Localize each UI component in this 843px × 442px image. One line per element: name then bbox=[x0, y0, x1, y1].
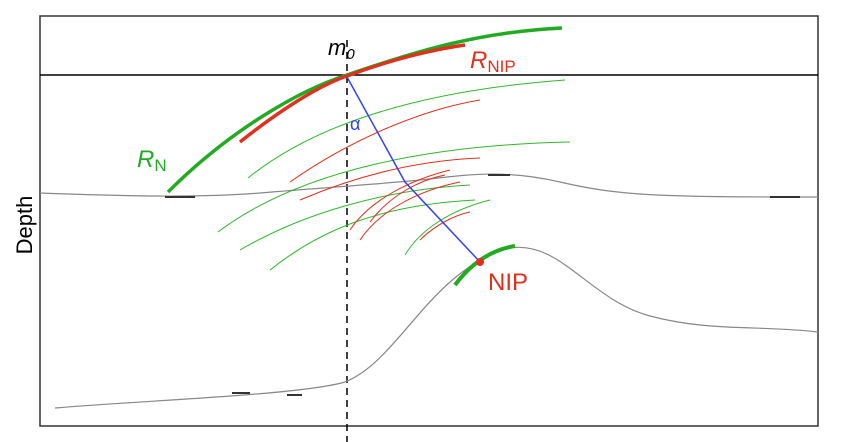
interface-ticks bbox=[165, 174, 800, 396]
m0-label: m0 bbox=[328, 35, 355, 63]
frame bbox=[39, 15, 819, 427]
alpha-label: α bbox=[350, 114, 360, 134]
nip-label: NIP bbox=[488, 269, 528, 296]
ray bbox=[346, 76, 481, 263]
rnip-wavefront bbox=[238, 43, 466, 144]
rnip-label: RNIP bbox=[470, 47, 516, 76]
interface-2 bbox=[54, 246, 819, 409]
interface-1 bbox=[39, 173, 819, 198]
rn-label: RN bbox=[137, 146, 167, 175]
nip-point bbox=[476, 258, 484, 266]
depth-label: Depth bbox=[12, 196, 37, 255]
